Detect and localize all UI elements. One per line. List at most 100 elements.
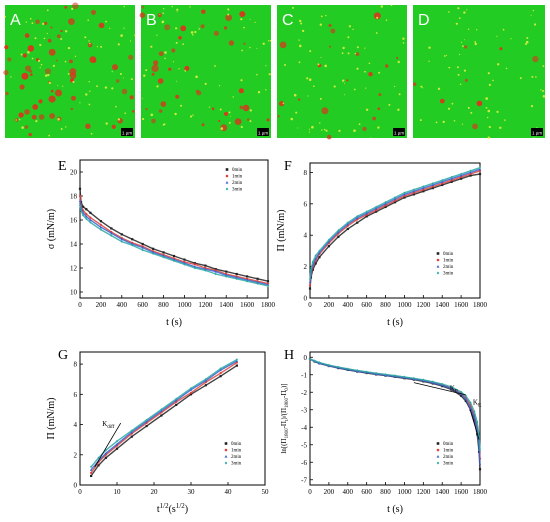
chart-e: E 0 200 400 600 800 1000 1200 1400 1600 1800 10 12 14… — [46, 159, 276, 328]
yellow-speck — [46, 32, 48, 35]
red-droplet — [49, 113, 55, 119]
yellow-speck — [57, 85, 59, 86]
legend-label: 1min — [231, 449, 242, 454]
red-droplet — [355, 52, 360, 56]
yellow-speck — [119, 73, 122, 75]
data-point-3min — [256, 282, 259, 285]
yellow-speck — [530, 14, 532, 16]
yellow-speck — [311, 125, 314, 129]
series-line-2min — [309, 168, 481, 283]
yellow-speck — [175, 27, 178, 30]
yellow-speck — [526, 37, 529, 39]
yellow-speck — [240, 125, 243, 129]
x-tick-label: 400 — [343, 301, 354, 309]
yellow-speck — [448, 11, 450, 13]
y-tick-label: 20 — [70, 169, 78, 177]
y-tick-label: 0 — [304, 295, 308, 303]
x-tick-label: 1400 — [435, 488, 450, 496]
data-point-2min — [318, 251, 321, 254]
yellow-speck — [117, 118, 121, 121]
x-tick-label: 1600 — [454, 488, 469, 496]
series-line-0min — [79, 188, 269, 282]
data-point-3min — [403, 375, 406, 379]
legend-symbol-0min — [436, 252, 440, 255]
legend-label: 1min — [443, 259, 454, 264]
yellow-speck — [62, 85, 64, 87]
data-point-0min — [172, 254, 176, 258]
yellow-speck — [240, 18, 243, 21]
micrograph-a-letter: A — [10, 12, 21, 29]
yellow-speck — [419, 119, 422, 122]
yellow-speck — [364, 70, 366, 73]
yellow-speck — [265, 65, 267, 67]
data-point-3min — [130, 429, 133, 432]
yellow-speck — [375, 32, 378, 34]
y-tick-label: -7 — [301, 476, 307, 484]
legend-symbol-3min — [436, 271, 440, 275]
x-tick-label: 30 — [188, 488, 196, 496]
yellow-speck — [313, 85, 315, 87]
data-point-3min — [384, 200, 387, 204]
data-point-3min — [337, 365, 340, 369]
yellow-speck — [476, 29, 478, 31]
red-droplet — [25, 65, 32, 72]
yellow-speck — [448, 66, 451, 69]
yellow-speck — [420, 85, 423, 88]
legend-label: 3min — [231, 462, 242, 467]
x-tick-label: 600 — [137, 301, 148, 309]
data-point-0min — [162, 251, 165, 254]
data-point-3min — [219, 367, 222, 370]
data-point-0min — [204, 384, 207, 387]
chart-g: G 0 10 20 30 40 50 0 2 4 6 8 t1/2(s1/2) Π (mN/m) Kdiff… — [46, 348, 269, 515]
red-droplet — [159, 109, 163, 113]
micrograph-c-scalebar: 1 µm — [394, 131, 404, 136]
red-droplet — [55, 89, 62, 97]
red-droplet — [60, 29, 63, 33]
yellow-speck — [122, 77, 124, 79]
y-tick-label: 18 — [70, 193, 78, 201]
red-droplet — [180, 25, 187, 32]
yellow-speck — [356, 46, 359, 49]
yellow-speck — [25, 21, 27, 23]
yellow-speck — [105, 122, 108, 125]
yellow-speck — [390, 4, 393, 7]
yellow-speck — [324, 64, 327, 68]
yellow-speck — [57, 118, 60, 121]
yellow-speck — [20, 53, 23, 56]
panel-letter: E — [58, 159, 67, 174]
yellow-speck — [298, 61, 301, 64]
data-point-3min — [183, 263, 186, 266]
yellow-speck — [256, 73, 258, 76]
y-tick-label: -5 — [301, 441, 307, 449]
micrograph-b-scalebar-box — [257, 128, 269, 136]
yellow-speck — [388, 103, 391, 106]
data-point-0min — [235, 364, 238, 367]
yellow-speck — [380, 5, 383, 8]
data-point-3min — [110, 234, 113, 237]
yellow-speck — [319, 23, 322, 26]
yellow-speck — [65, 30, 68, 33]
data-point-0min — [365, 215, 368, 218]
legend-label: 3min — [443, 272, 454, 277]
yellow-speck — [295, 111, 298, 114]
legend-label: 0min — [232, 168, 243, 173]
yellow-speck — [437, 87, 441, 91]
yellow-speck — [397, 60, 400, 64]
red-droplet — [321, 107, 329, 115]
yellow-speck — [150, 113, 154, 117]
y-axis-label: σ (mN/m) — [46, 209, 57, 249]
red-droplet — [45, 68, 51, 75]
yellow-speck — [298, 39, 300, 41]
data-point-1min — [89, 216, 92, 219]
data-point-3min — [337, 229, 340, 232]
red-droplet — [87, 42, 93, 48]
data-point-3min — [393, 196, 397, 199]
yellow-speck — [398, 93, 401, 96]
legend-symbol-0min — [436, 442, 440, 445]
yellow-speck — [442, 120, 445, 124]
yellow-speck — [397, 108, 400, 112]
yellow-speck — [370, 137, 372, 139]
data-point-2min — [450, 387, 453, 390]
data-point-3min — [450, 385, 453, 389]
yellow-speck — [321, 129, 323, 131]
